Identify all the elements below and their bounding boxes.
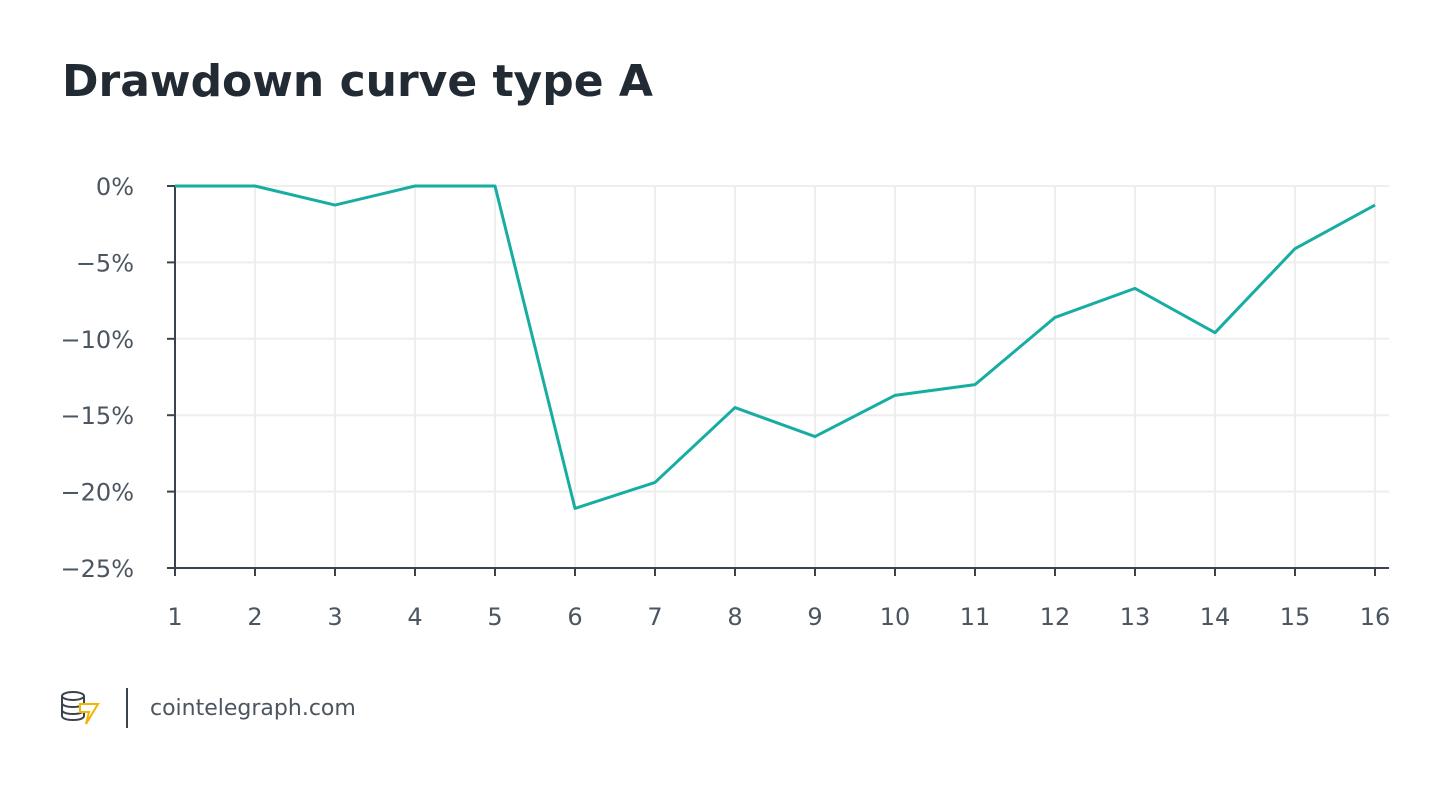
y-tick-label: −25% xyxy=(61,555,134,583)
x-tick-label: 2 xyxy=(247,603,262,631)
x-tick-label: 8 xyxy=(727,603,742,631)
y-tick-label: −20% xyxy=(61,479,134,507)
x-tick-label: 9 xyxy=(807,603,822,631)
y-tick-label: −15% xyxy=(61,402,134,430)
logo xyxy=(61,691,100,725)
x-tick-label: 16 xyxy=(1360,603,1391,631)
y-tick-label: −10% xyxy=(61,326,134,354)
y-tick-label: 0% xyxy=(96,173,134,201)
x-tick-label: 14 xyxy=(1200,603,1231,631)
x-tick-label: 15 xyxy=(1280,603,1311,631)
x-tick-label: 5 xyxy=(487,603,502,631)
x-tick-label: 7 xyxy=(647,603,662,631)
x-tick-label: 3 xyxy=(327,603,342,631)
x-tick-label: 13 xyxy=(1120,603,1151,631)
x-tick-label: 4 xyxy=(407,603,422,631)
x-tick-label: 12 xyxy=(1040,603,1071,631)
y-tick-label: −5% xyxy=(76,249,134,277)
x-tick-label: 6 xyxy=(567,603,582,631)
chart-title: Drawdown curve type A xyxy=(62,56,653,107)
x-tick-label: 1 xyxy=(167,603,182,631)
x-tick-label: 10 xyxy=(880,603,911,631)
x-tick-label: 11 xyxy=(960,603,991,631)
source: cointelegraph.com xyxy=(150,696,356,721)
data-line xyxy=(175,184,1376,510)
